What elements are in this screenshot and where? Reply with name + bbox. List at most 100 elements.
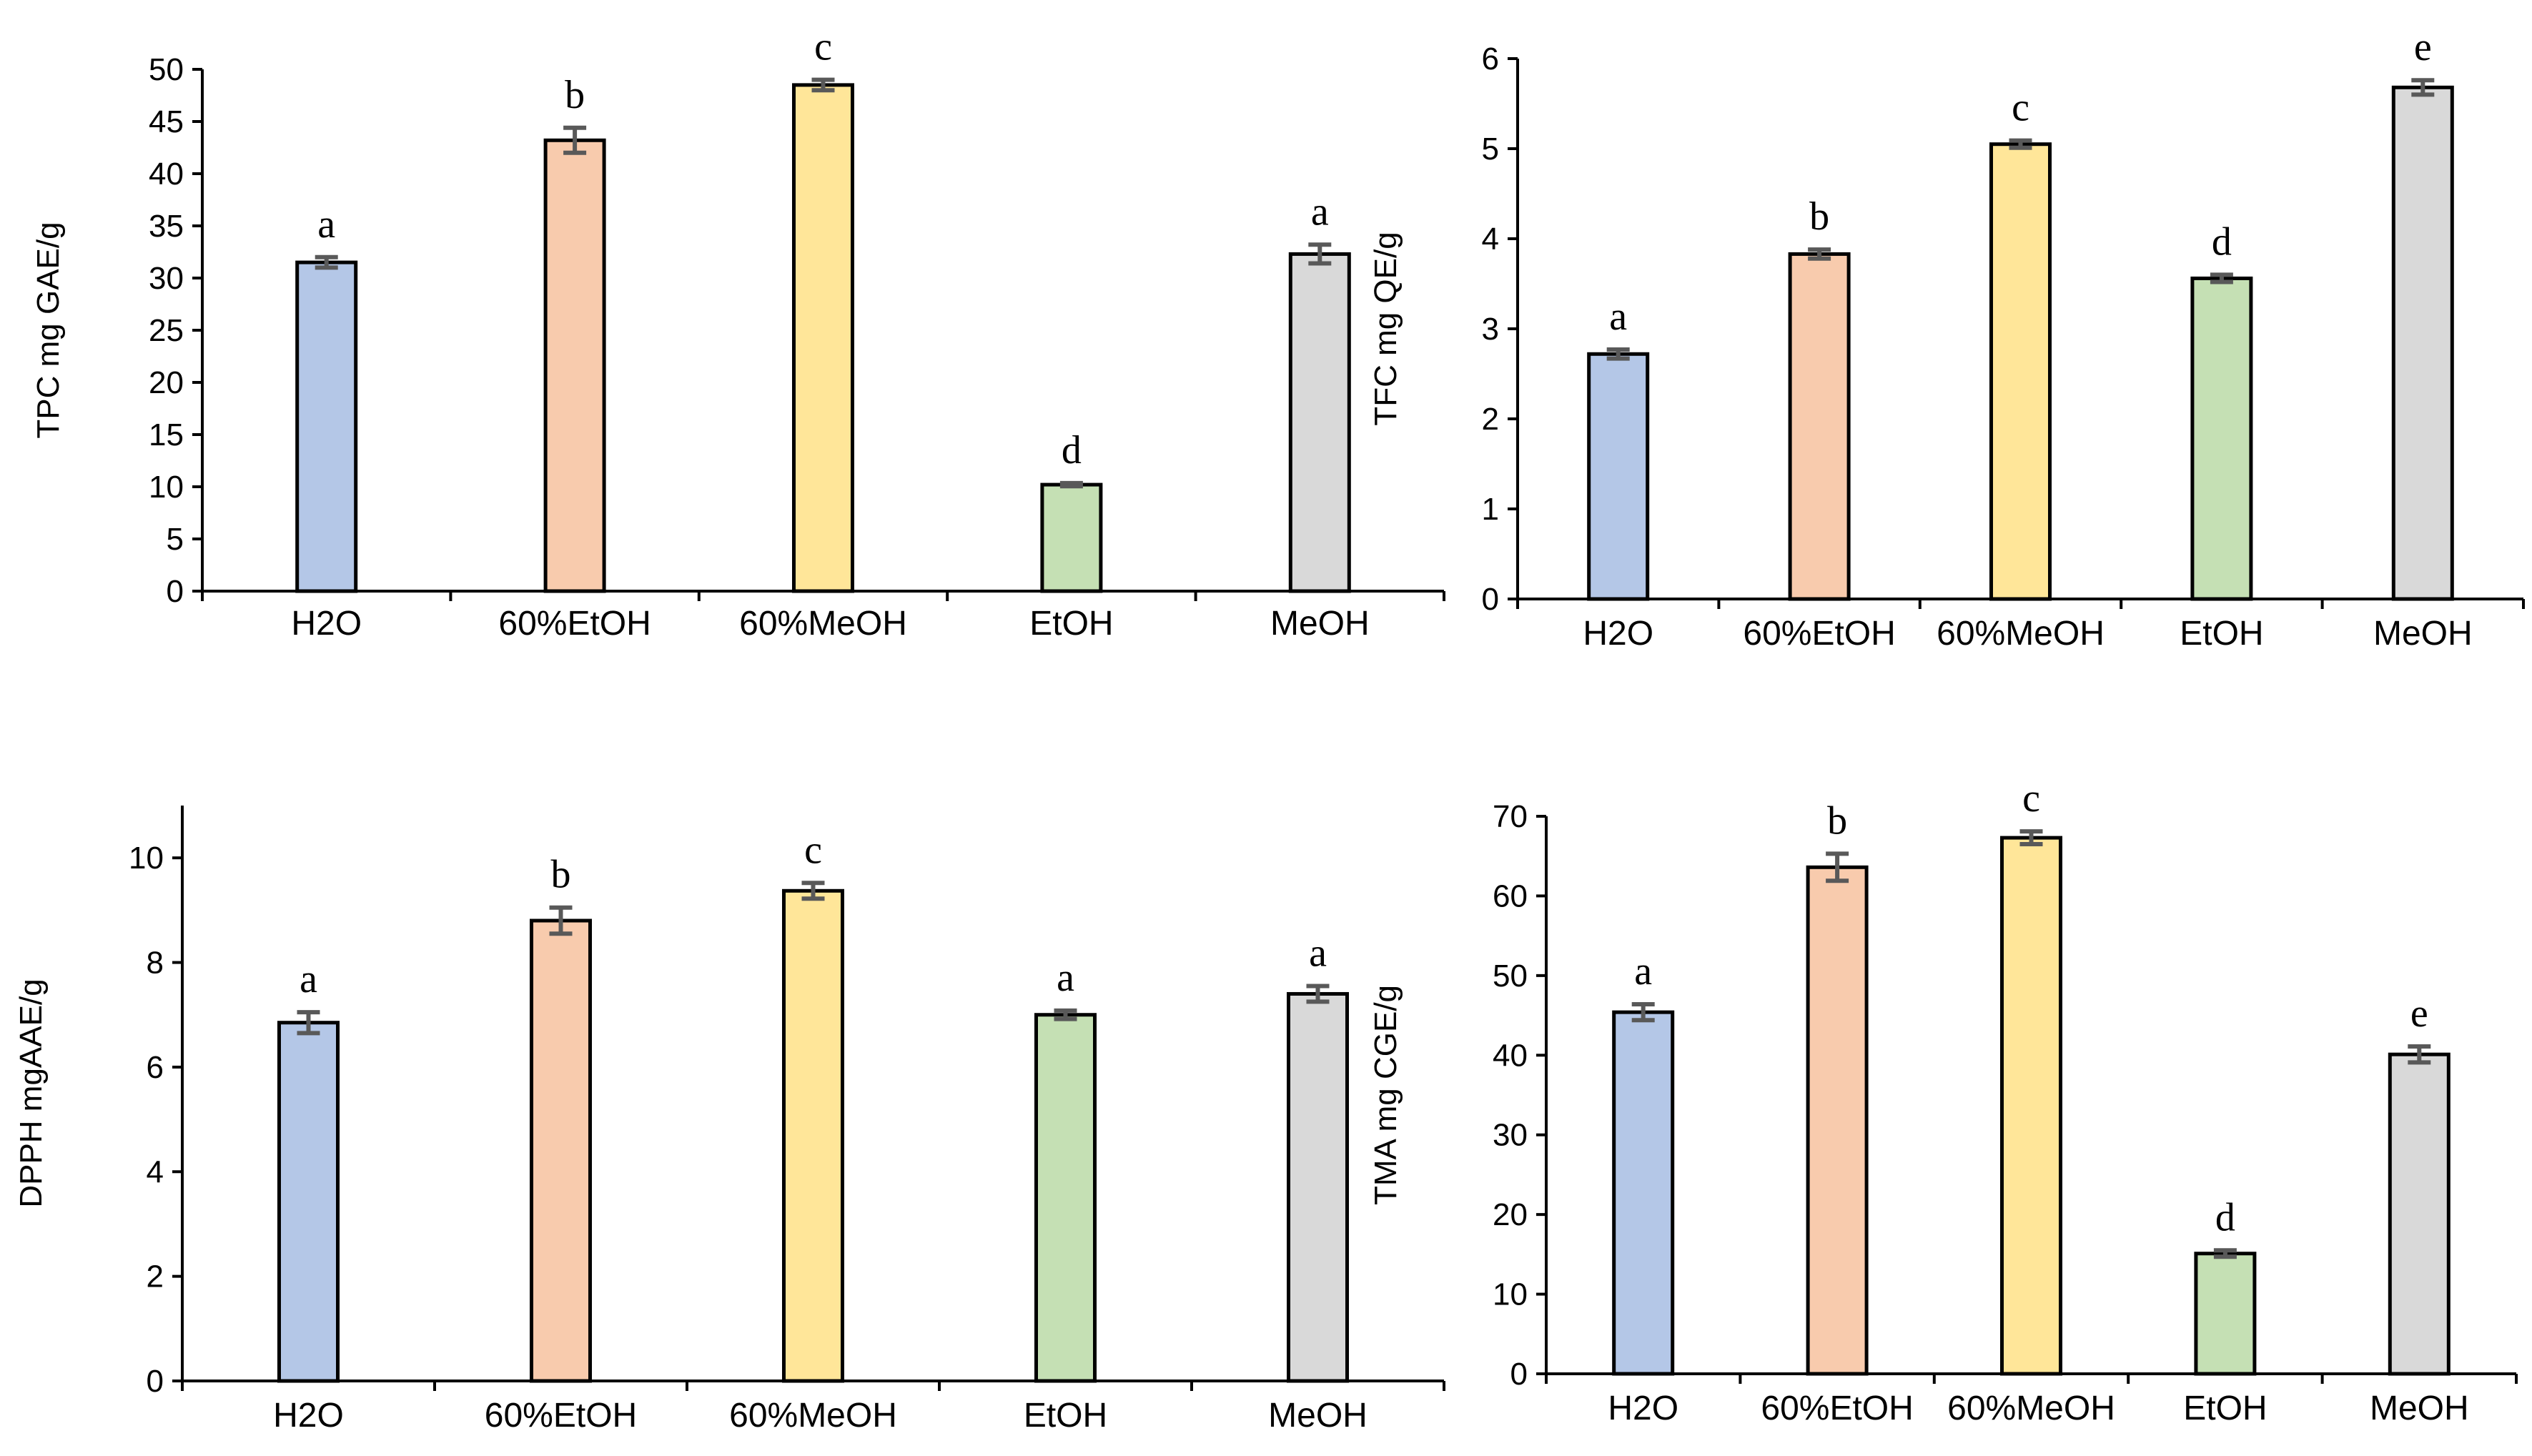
y-tick-label: 10 — [129, 841, 164, 876]
y-tick-label: 40 — [1493, 1038, 1528, 1073]
category-label: 60%EtOH — [1743, 615, 1895, 653]
chart-panel-2: 0 1 2 3 4 5 6 TFC mg QE/g a H2O b 60%EtOH c 60%MeOH d E… — [1368, 25, 2523, 653]
significance-label: c — [2022, 776, 2040, 821]
bar-60%EtOH — [532, 921, 590, 1381]
category-label: H2O — [1583, 615, 1653, 653]
significance-label: d — [1062, 428, 1082, 472]
y-tick-label: 25 — [149, 313, 184, 348]
y-axis-title: TFC mg QE/g — [1368, 232, 1403, 425]
category-label: 60%MeOH — [739, 605, 907, 643]
bar-60%MeOH — [2002, 838, 2061, 1374]
y-tick-label: 10 — [1493, 1277, 1528, 1312]
error-bar — [1060, 483, 1083, 486]
category-label: MeOH — [2373, 615, 2473, 653]
chart-panel-1: 05101520253035404550TPC mg GAE/g aH2Ob60%… — [31, 25, 1444, 643]
y-tick-label: 30 — [1493, 1118, 1528, 1153]
significance-label: a — [1311, 189, 1329, 234]
significance-label: b — [1827, 798, 1847, 843]
bar-EtOH — [1042, 485, 1101, 591]
significance-label: b — [565, 73, 585, 117]
y-tick-label: 2 — [1482, 402, 1499, 437]
category-label: 60%EtOH — [485, 1397, 637, 1435]
category-label: H2O — [291, 605, 362, 643]
bar-EtOH — [2196, 1254, 2255, 1374]
category-label: 60%EtOH — [1761, 1390, 1913, 1427]
y-tick-label: 40 — [149, 157, 184, 192]
significance-label: a — [300, 957, 317, 1001]
y-tick-label: 0 — [1482, 582, 1499, 617]
y-tick-label: 1 — [1482, 492, 1499, 527]
y-tick-label: 0 — [167, 574, 184, 609]
y-tick-label: 50 — [149, 52, 184, 87]
category-label: EtOH — [2180, 615, 2263, 653]
y-tick-label: 4 — [147, 1154, 164, 1189]
y-tick-label: 0 — [1510, 1357, 1528, 1392]
y-tick-label: 4 — [1482, 222, 1499, 257]
bar-EtOH — [1037, 1015, 1095, 1381]
y-axis-title: DPPH mgAAE/g — [14, 979, 49, 1207]
significance-label: c — [804, 828, 822, 872]
bar-60%EtOH — [1790, 254, 1849, 599]
significance-label: d — [2212, 219, 2232, 264]
category-label: EtOH — [1024, 1397, 1107, 1435]
y-tick-label: 6 — [147, 1050, 164, 1085]
chart-panel-4: 0 10 20 30 40 50 60 70 TMA mg CGE/g a H2O b 60%EtOH c… — [1368, 776, 2516, 1427]
significance-label: a — [1634, 949, 1652, 994]
y-tick-label: 10 — [149, 470, 184, 505]
bar-H2O — [1589, 354, 1648, 599]
y-tick-label: 20 — [1493, 1197, 1528, 1232]
y-tick-label: 3 — [1482, 312, 1499, 347]
category-label: MeOH — [1268, 1397, 1368, 1435]
bar-60%MeOH — [784, 891, 843, 1381]
bar-MeOH — [2390, 1054, 2448, 1374]
y-tick-label: 5 — [167, 522, 184, 557]
significance-label: c — [814, 25, 832, 69]
category-label: 60%MeOH — [729, 1397, 897, 1435]
y-axis-title: TPC mg GAE/g — [31, 222, 66, 438]
significance-label: c — [2012, 86, 2029, 130]
bar-60%EtOH — [545, 140, 604, 591]
category-label: 60%MeOH — [1947, 1390, 2115, 1427]
bar-H2O — [280, 1023, 338, 1381]
category-label: 60%MeOH — [1937, 615, 2105, 653]
bar-60%EtOH — [1808, 867, 1866, 1374]
y-tick-label: 5 — [1482, 132, 1499, 167]
significance-label: e — [2414, 25, 2432, 69]
y-tick-label: 20 — [149, 365, 184, 400]
bar-60%MeOH — [794, 85, 853, 591]
y-tick-label: 45 — [149, 104, 184, 139]
y-tick-label: 50 — [1493, 959, 1528, 994]
y-axis-title: TMA mg CGE/g — [1368, 985, 1403, 1205]
bar-60%MeOH — [1992, 144, 2050, 599]
category-label: H2O — [273, 1397, 344, 1435]
y-tick-label: 6 — [1482, 41, 1499, 76]
significance-label: a — [1057, 956, 1074, 1000]
significance-label: b — [1809, 194, 1829, 239]
bar-H2O — [297, 262, 356, 591]
bar-MeOH — [1290, 254, 1349, 591]
category-label: MeOH — [1270, 605, 1370, 643]
chart-panel-3: 0 2 4 6 8 10 DPPH mgAAE/g a H2O b 60%EtOH c 60%MeOH a… — [14, 806, 1444, 1435]
significance-label: a — [317, 202, 335, 247]
y-tick-label: 70 — [1493, 799, 1528, 834]
y-tick-label: 30 — [149, 261, 184, 296]
bar-EtOH — [2192, 278, 2251, 599]
significance-label: b — [551, 853, 571, 897]
significance-label: a — [1609, 294, 1627, 339]
category-label: 60%EtOH — [498, 605, 651, 643]
significance-label: e — [2410, 991, 2428, 1036]
category-label: MeOH — [2370, 1390, 2469, 1427]
y-tick-label: 15 — [149, 417, 184, 452]
y-tick-label: 2 — [147, 1259, 164, 1294]
y-tick-label: 0 — [147, 1364, 164, 1399]
significance-label: d — [2215, 1195, 2235, 1239]
category-label: EtOH — [1029, 605, 1113, 643]
y-tick-label: 8 — [147, 946, 164, 981]
significance-label: a — [1309, 931, 1327, 975]
bar-MeOH — [1289, 994, 1347, 1381]
bar-MeOH — [2393, 87, 2452, 599]
figure: 05101520253035404550TPC mg GAE/g aH2Ob60%… — [0, 0, 2532, 1456]
category-label: H2O — [1608, 1390, 1678, 1427]
bar-H2O — [1614, 1012, 1673, 1374]
category-label: EtOH — [2183, 1390, 2267, 1427]
